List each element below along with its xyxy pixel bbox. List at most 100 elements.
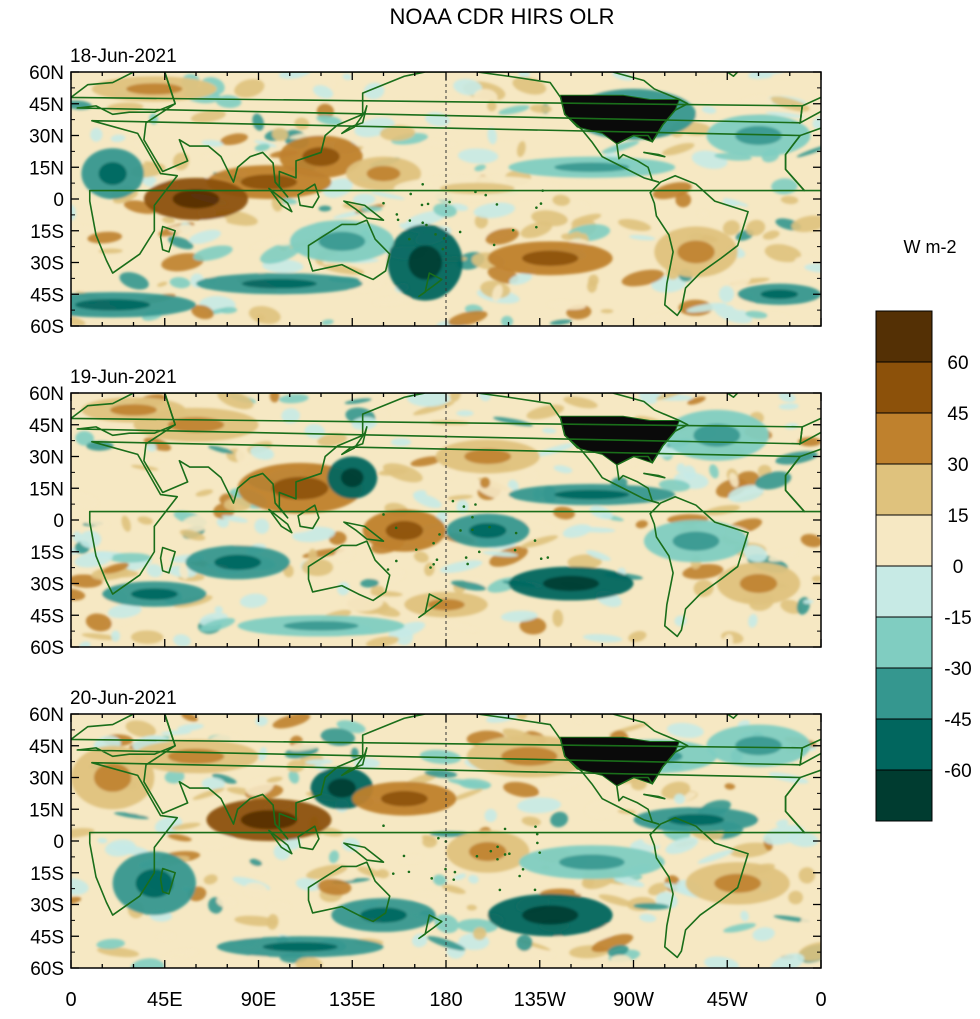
island-dot: [429, 566, 432, 569]
anomaly-core: [240, 810, 298, 830]
anomaly-core: [172, 189, 220, 209]
anomaly-speckle: [547, 300, 586, 310]
coastline-samerica: [649, 495, 749, 638]
colorbar-boxes: [875, 310, 933, 822]
anomaly-speckle: [410, 456, 442, 467]
island-dot: [382, 824, 385, 828]
anomaly-speckle: [79, 641, 91, 647]
island-dot: [541, 189, 544, 192]
anomaly-speckle: [254, 518, 270, 534]
anomaly-speckle: [273, 843, 291, 861]
anomaly-speckle: [164, 770, 185, 784]
anomaly-speckle: [71, 827, 95, 839]
lat-tick-label: 15S: [30, 543, 64, 564]
island-dot: [421, 221, 425, 225]
anomaly-speckle: [110, 134, 126, 142]
coastline-cuba: [643, 472, 666, 479]
island-dot: [498, 888, 502, 892]
coastline-cuba: [643, 151, 666, 158]
island-dot: [546, 556, 550, 559]
anomaly-speckle: [217, 393, 254, 410]
anomaly-speckle: [520, 535, 558, 548]
anomaly-speckle: [266, 776, 283, 783]
anomaly-speckle: [648, 882, 668, 896]
anomaly-speckle: [515, 515, 555, 531]
colorbar-box: [875, 361, 933, 414]
anomaly-core: [167, 417, 225, 433]
anomaly-core: [522, 250, 579, 266]
anomaly-speckle: [239, 593, 268, 608]
anomaly-core: [501, 746, 558, 766]
island-dot: [437, 836, 440, 840]
anomaly-speckle: [780, 195, 799, 205]
anomaly-speckle: [378, 468, 408, 476]
lat-tick-label: 15S: [30, 864, 64, 885]
anomaly-speckle: [765, 111, 805, 118]
island-dot: [395, 213, 399, 216]
anomaly-speckle: [146, 442, 157, 452]
island-dot: [408, 237, 411, 241]
anomaly-speckle: [797, 437, 821, 447]
anomaly-speckle: [748, 614, 758, 628]
anomaly-speckle: [250, 445, 275, 460]
anomaly-speckle: [638, 393, 660, 405]
coastline-nz: [418, 593, 443, 619]
island-dot: [394, 526, 398, 530]
anomaly-speckle: [517, 797, 561, 814]
colorbar-box: [875, 463, 933, 516]
coastline-newguinea: [343, 521, 385, 542]
coastline-nz: [418, 914, 443, 940]
anomaly-speckle: [125, 720, 156, 738]
anomaly-speckle: [304, 424, 325, 439]
lon-tick-label: 0: [65, 989, 76, 1011]
anomaly-speckle: [342, 73, 352, 80]
anomaly-speckle: [778, 403, 799, 410]
anomaly-speckle: [635, 520, 648, 529]
anomaly-core: [241, 278, 317, 289]
island-dot: [432, 562, 435, 566]
lat-tick-label: 0: [53, 190, 64, 211]
anomaly-speckle: [216, 517, 229, 528]
anomaly-speckle: [376, 561, 391, 569]
panel-3-field: [71, 714, 821, 968]
anomaly-speckle: [728, 484, 764, 503]
anomaly-speckle: [97, 946, 140, 958]
anomaly-speckle: [441, 884, 466, 894]
anomaly-speckle: [752, 927, 775, 942]
anomaly-speckle: [768, 549, 798, 562]
anomaly-speckle: [487, 100, 497, 112]
anomaly-speckle: [71, 719, 77, 727]
coastline-japan: [341, 105, 368, 135]
island-dot: [535, 225, 538, 229]
lat-tick-label: 60S: [30, 317, 64, 338]
anomaly-speckle: [190, 110, 226, 123]
lat-tick-label: 45N: [29, 95, 64, 116]
island-dot: [409, 192, 412, 196]
anomaly-speckle: [328, 748, 352, 761]
colorbar-box: [875, 616, 933, 669]
island-dot: [514, 531, 518, 535]
anomaly-speckle: [79, 517, 110, 527]
anomaly-speckle: [472, 927, 487, 941]
anomaly-speckle: [798, 867, 816, 884]
anomaly-speckle: [143, 161, 163, 167]
anomaly-speckle: [549, 319, 572, 326]
anomaly-speckle: [723, 923, 756, 933]
anomaly-speckle: [633, 902, 670, 910]
anomaly-speckle: [71, 225, 95, 232]
island-dot: [518, 874, 521, 878]
anomaly-speckle: [109, 552, 152, 563]
island-dot: [407, 870, 411, 874]
anomaly-speckle: [628, 631, 647, 643]
island-dot: [513, 548, 517, 552]
map-panel-1: 18-Jun-2021 60N 45N 30N 15N 0 15S 30S 45S 60S: [29, 46, 822, 338]
coastline-madagascar: [159, 867, 176, 895]
anomaly-speckle: [569, 213, 602, 226]
anomaly-speckle: [161, 253, 204, 272]
anomaly-speckle: [360, 578, 379, 588]
anomaly-speckle: [390, 438, 412, 447]
anomaly-speckle: [216, 896, 237, 908]
anomaly-speckle: [405, 210, 447, 227]
island-dot: [477, 550, 481, 554]
coastline-namerica: [476, 714, 689, 825]
